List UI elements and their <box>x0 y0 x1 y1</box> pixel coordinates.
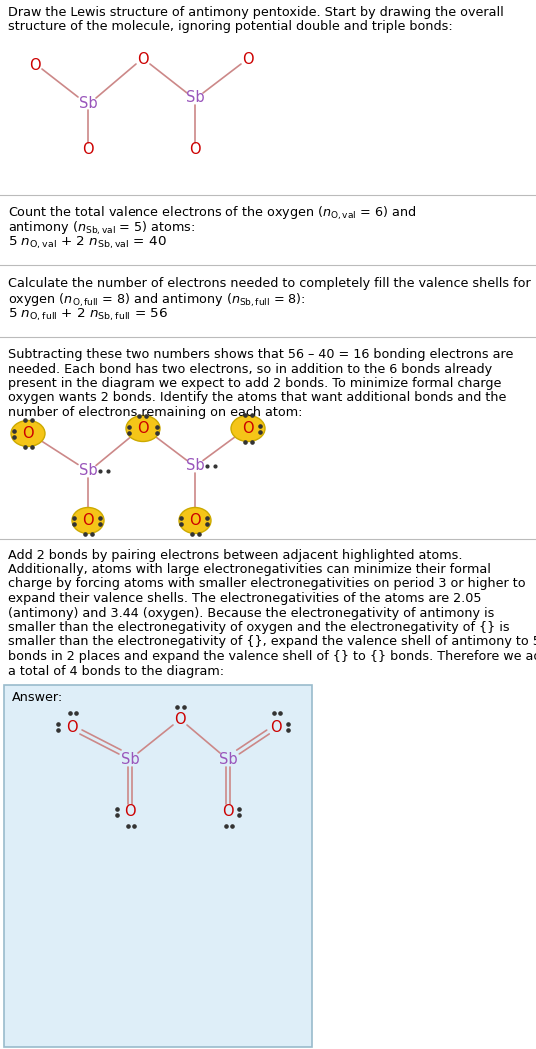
Text: Additionally, atoms with large electronegativities can minimize their formal: Additionally, atoms with large electrone… <box>8 563 491 576</box>
Ellipse shape <box>126 415 160 442</box>
Text: structure of the molecule, ignoring potential double and triple bonds:: structure of the molecule, ignoring pote… <box>8 20 453 33</box>
Text: Answer:: Answer: <box>12 691 63 704</box>
Text: O: O <box>137 421 149 436</box>
Text: number of electrons remaining on each atom:: number of electrons remaining on each at… <box>8 406 302 419</box>
Text: O: O <box>189 143 201 157</box>
Text: smaller than the electronegativity of oxygen and the electronegativity of {} is: smaller than the electronegativity of ox… <box>8 621 510 634</box>
Text: bonds in 2 places and expand the valence shell of {} to {} bonds. Therefore we a: bonds in 2 places and expand the valence… <box>8 650 536 663</box>
Text: O: O <box>22 426 34 441</box>
Ellipse shape <box>72 508 104 534</box>
Text: Sb: Sb <box>121 751 139 767</box>
Text: a total of 4 bonds to the diagram:: a total of 4 bonds to the diagram: <box>8 664 224 678</box>
Text: expand their valence shells. The electronegativities of the atoms are 2.05: expand their valence shells. The electro… <box>8 592 481 605</box>
Text: 5 $n_{\mathregular{O,full}}$ + 2 $n_{\mathregular{Sb,full}}$ = 56: 5 $n_{\mathregular{O,full}}$ + 2 $n_{\ma… <box>8 307 168 323</box>
Text: needed. Each bond has two electrons, so in addition to the 6 bonds already: needed. Each bond has two electrons, so … <box>8 363 492 376</box>
Text: Subtracting these two numbers shows that 56 – 40 = 16 bonding electrons are: Subtracting these two numbers shows that… <box>8 348 513 361</box>
Text: Sb: Sb <box>219 751 237 767</box>
Text: Sb: Sb <box>185 458 204 473</box>
Ellipse shape <box>11 421 45 447</box>
Text: O: O <box>270 720 282 734</box>
Text: Count the total valence electrons of the oxygen ($n_{\mathregular{O,val}}$ = 6) : Count the total valence electrons of the… <box>8 205 416 222</box>
Text: smaller than the electronegativity of {}, expand the valence shell of antimony t: smaller than the electronegativity of {}… <box>8 636 536 648</box>
Text: Sb: Sb <box>185 90 204 106</box>
Text: O: O <box>222 805 234 819</box>
Text: oxygen ($n_{\mathregular{O,full}}$ = 8) and antimony ($n_{\mathregular{Sb,full}}: oxygen ($n_{\mathregular{O,full}}$ = 8) … <box>8 292 306 309</box>
Text: O: O <box>137 52 149 67</box>
Text: O: O <box>242 421 254 436</box>
Text: antimony ($n_{\mathregular{Sb,val}}$ = 5) atoms:: antimony ($n_{\mathregular{Sb,val}}$ = 5… <box>8 220 195 237</box>
Text: Sb: Sb <box>79 95 98 110</box>
Ellipse shape <box>231 415 265 442</box>
Ellipse shape <box>179 508 211 534</box>
Text: charge by forcing atoms with smaller electronegativities on period 3 or higher t: charge by forcing atoms with smaller ele… <box>8 578 526 591</box>
Text: Add 2 bonds by pairing electrons between adjacent highlighted atoms.: Add 2 bonds by pairing electrons between… <box>8 549 463 561</box>
Text: O: O <box>82 143 94 157</box>
Text: 5 $n_{\mathregular{O,val}}$ + 2 $n_{\mathregular{Sb,val}}$ = 40: 5 $n_{\mathregular{O,val}}$ + 2 $n_{\mat… <box>8 235 167 252</box>
Text: O: O <box>124 805 136 819</box>
Text: (antimony) and 3.44 (oxygen). Because the electronegativity of antimony is: (antimony) and 3.44 (oxygen). Because th… <box>8 606 494 620</box>
Text: present in the diagram we expect to add 2 bonds. To minimize formal charge: present in the diagram we expect to add … <box>8 377 501 390</box>
Text: O: O <box>174 712 186 728</box>
Text: O: O <box>82 513 94 528</box>
Text: O: O <box>66 720 78 734</box>
Text: O: O <box>242 52 254 67</box>
Text: O: O <box>189 513 201 528</box>
Text: Calculate the number of electrons needed to completely fill the valence shells f: Calculate the number of electrons needed… <box>8 277 531 290</box>
Text: oxygen wants 2 bonds. Identify the atoms that want additional bonds and the: oxygen wants 2 bonds. Identify the atoms… <box>8 391 507 405</box>
FancyBboxPatch shape <box>4 685 312 1047</box>
Text: Draw the Lewis structure of antimony pentoxide. Start by drawing the overall: Draw the Lewis structure of antimony pen… <box>8 6 504 19</box>
Text: Sb: Sb <box>79 463 98 478</box>
Text: O: O <box>29 58 41 72</box>
